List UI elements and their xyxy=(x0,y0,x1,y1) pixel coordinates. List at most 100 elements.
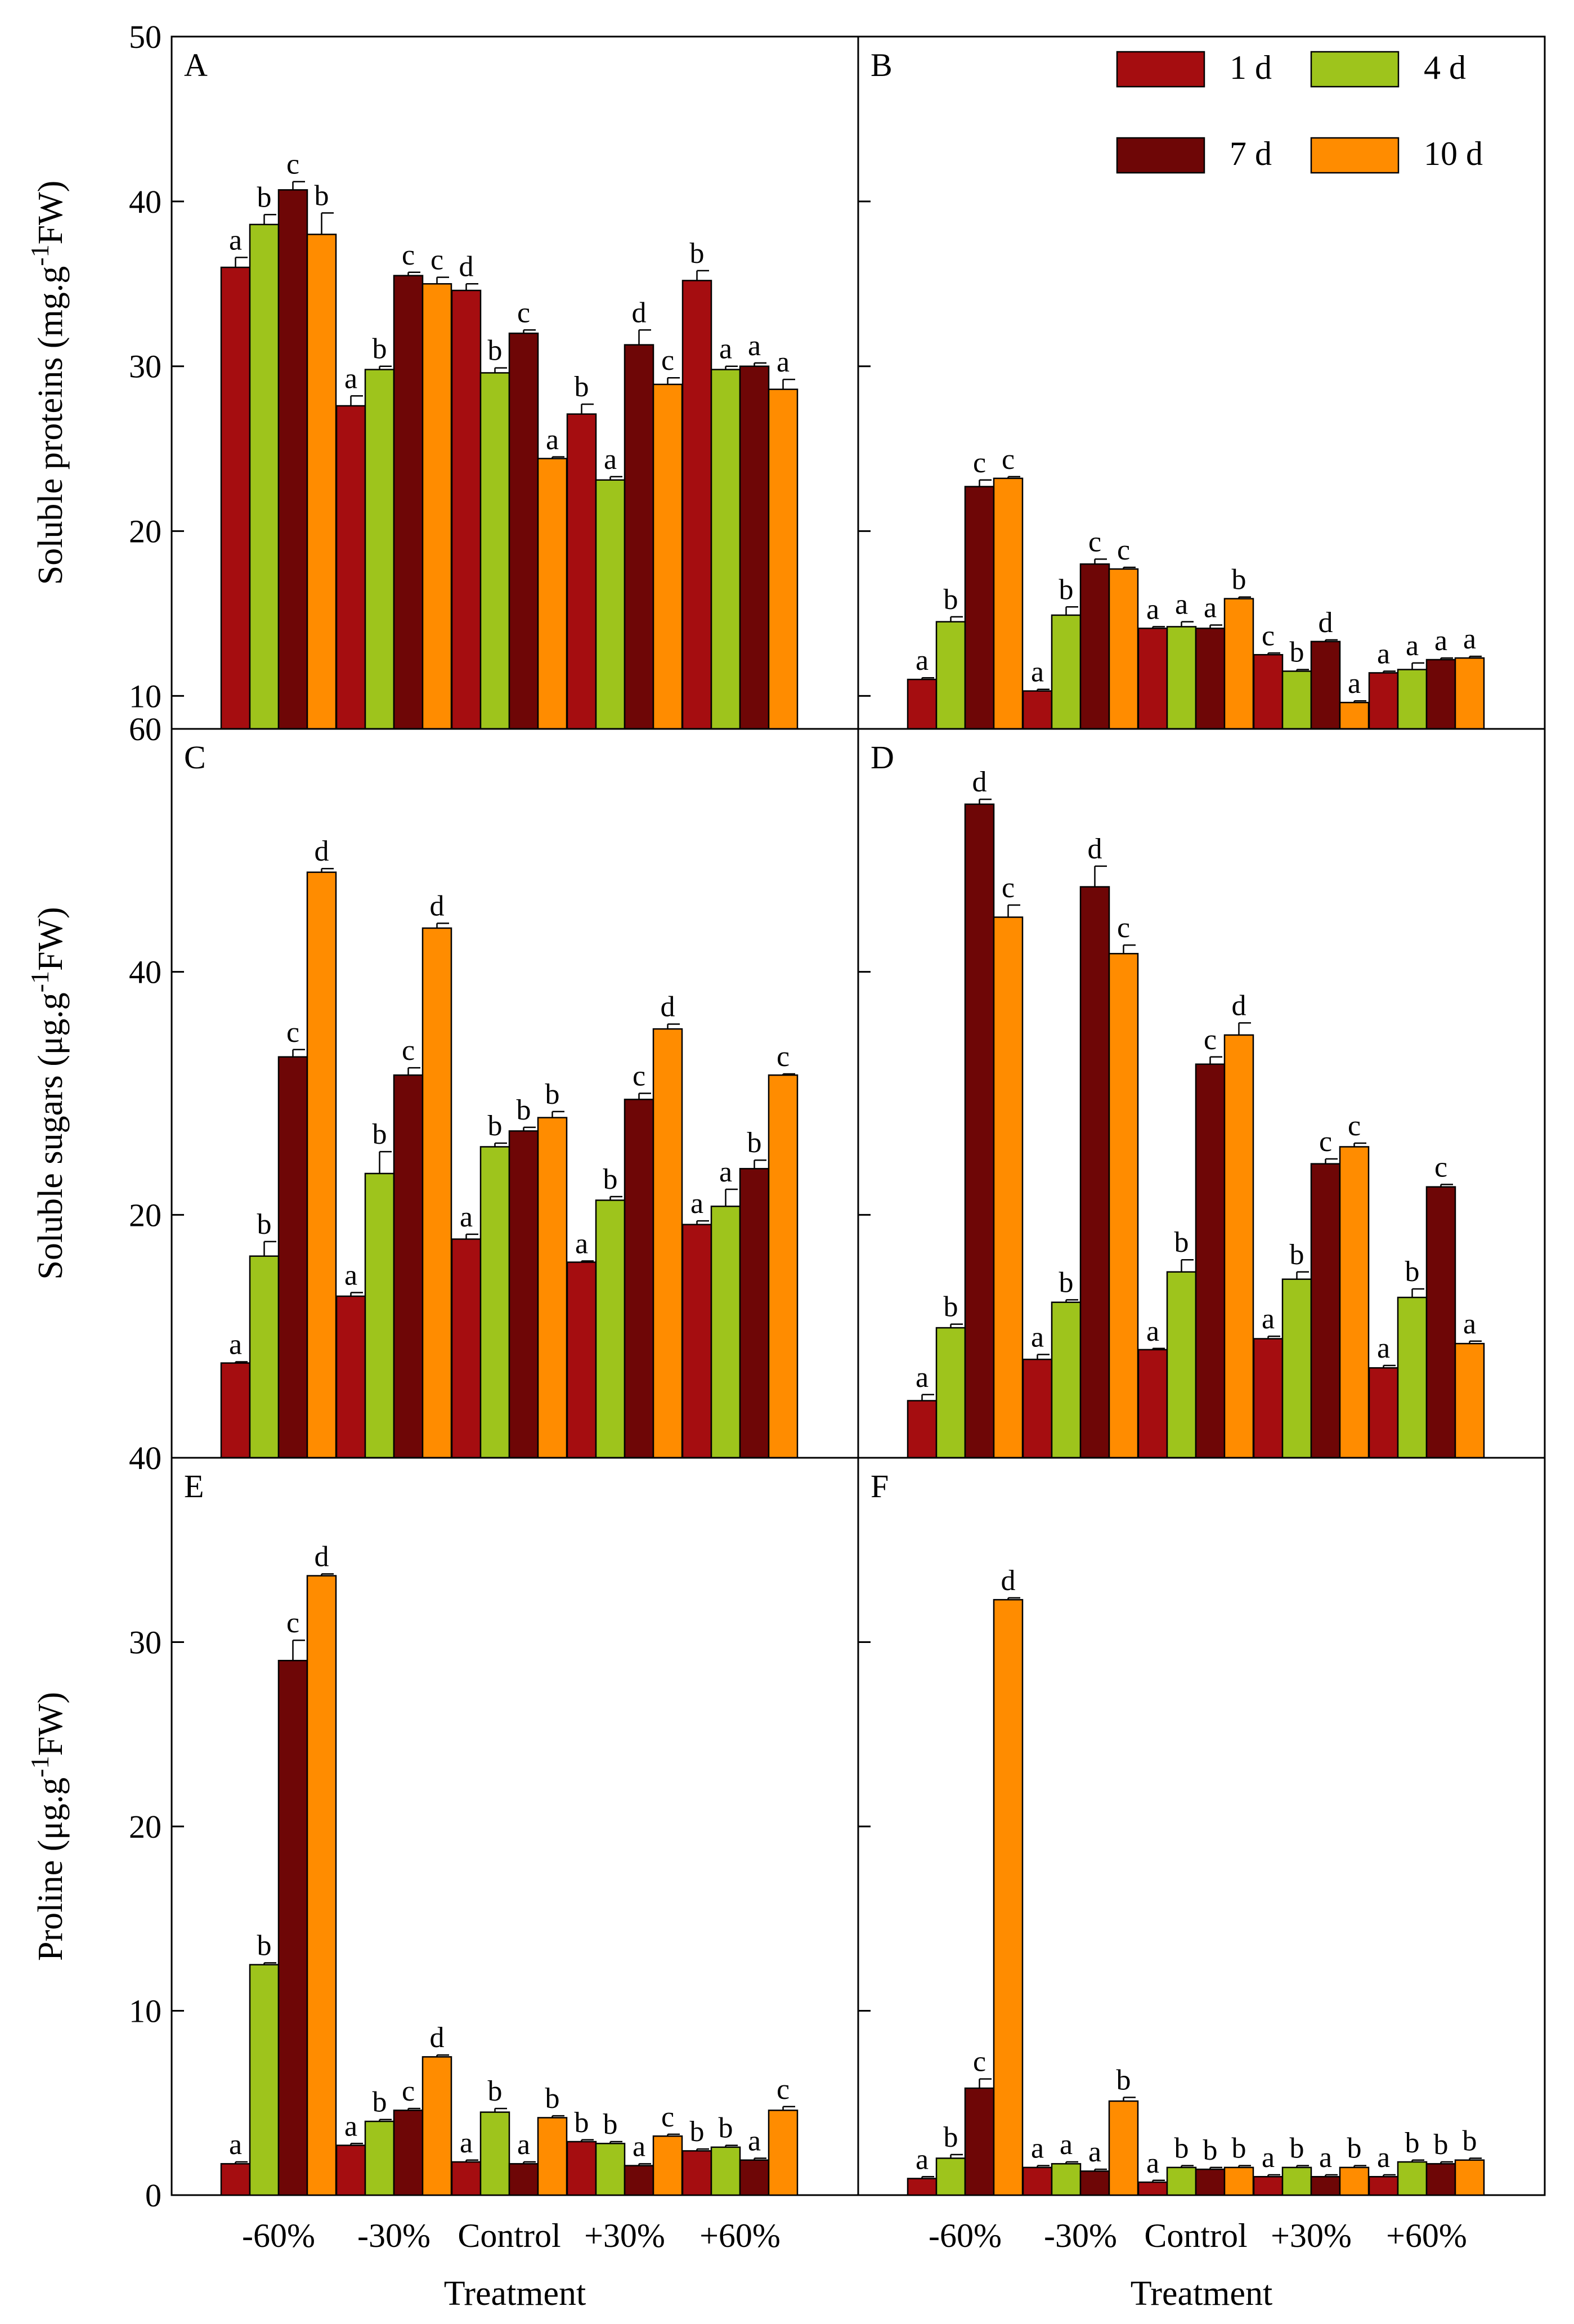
significance-letter: d xyxy=(315,835,329,867)
legend-swatch xyxy=(1310,51,1400,88)
bar xyxy=(739,365,770,730)
significance-letter: c xyxy=(777,1041,790,1073)
bar xyxy=(1281,2166,1312,2196)
y-tick-label: 20 xyxy=(129,1197,162,1233)
significance-letter: d xyxy=(1319,607,1333,639)
y-tick-label: 60 xyxy=(129,711,162,747)
significance-letter: a xyxy=(1146,593,1159,625)
bar xyxy=(508,332,539,730)
significance-letter: a xyxy=(916,2143,929,2175)
bar xyxy=(566,2141,597,2196)
bar xyxy=(964,486,995,730)
significance-letter: a xyxy=(1204,592,1217,624)
bar xyxy=(479,2111,510,2196)
significance-letter: a xyxy=(1031,656,1044,688)
y-tick-label: 40 xyxy=(129,1440,162,1476)
y-tick-label: 30 xyxy=(129,1624,162,1661)
bar xyxy=(220,2163,251,2196)
panel-letter: B xyxy=(871,47,893,83)
bar xyxy=(249,1964,280,2196)
significance-letter: b xyxy=(517,1094,531,1126)
significance-letter: b xyxy=(488,335,503,367)
significance-letter: a xyxy=(633,2130,645,2162)
significance-letter: d xyxy=(632,297,647,329)
bar xyxy=(624,2165,654,2196)
significance-letter: c xyxy=(1088,526,1101,558)
significance-letter: b xyxy=(1059,1266,1074,1298)
bar xyxy=(1166,1271,1197,1459)
bar xyxy=(681,1224,712,1459)
significance-letter: b xyxy=(1290,637,1304,669)
bar xyxy=(537,2117,568,2196)
y-tick-label: 50 xyxy=(129,19,162,55)
bar xyxy=(652,2135,683,2196)
significance-letter: c xyxy=(1117,912,1130,944)
bar xyxy=(335,1295,366,1459)
significance-letter: a xyxy=(229,2129,242,2161)
significance-letter: d xyxy=(661,991,675,1023)
bar xyxy=(1310,641,1341,730)
legend-swatch xyxy=(1116,137,1205,174)
significance-letter: b xyxy=(747,1127,762,1159)
legend-label: 10 d xyxy=(1424,135,1483,172)
significance-letter: c xyxy=(1348,1110,1361,1142)
x-axis-title: Treatment xyxy=(444,2274,586,2313)
significance-letter: b xyxy=(373,1118,387,1150)
bar xyxy=(335,2144,366,2196)
y-axis-title: Soluble proteins (mg.g-1FW) xyxy=(25,181,70,585)
significance-letter: b xyxy=(690,2116,705,2148)
y-axis-title-end: FW) xyxy=(32,1692,70,1756)
significance-letter: b xyxy=(257,1929,272,1962)
significance-letter: b xyxy=(373,2086,387,2119)
bar xyxy=(451,2161,482,2196)
bar xyxy=(1223,598,1254,730)
y-tick-label: 20 xyxy=(129,1808,162,1845)
significance-letter: a xyxy=(1319,2142,1332,2174)
significance-letter: a xyxy=(344,2110,357,2142)
bar xyxy=(364,369,395,730)
bar xyxy=(1454,2159,1485,2196)
significance-letter: b xyxy=(944,1291,958,1323)
significance-letter: a xyxy=(546,424,559,456)
significance-letter: a xyxy=(1031,2133,1044,2165)
bar xyxy=(335,405,366,730)
category-label: -60% xyxy=(929,2217,1002,2254)
y-axis-title-end: FW) xyxy=(32,907,70,971)
significance-letter: b xyxy=(1174,1226,1189,1259)
significance-letter: a xyxy=(1406,630,1419,662)
bar xyxy=(1079,886,1110,1459)
significance-letter: b xyxy=(575,2107,589,2139)
significance-letter: a xyxy=(1262,1303,1275,1335)
bar xyxy=(1223,1034,1254,1459)
legend-swatch xyxy=(1310,137,1400,174)
bar xyxy=(220,1362,251,1459)
x-axis-title: Treatment xyxy=(1131,2274,1273,2313)
significance-letter: b xyxy=(488,1110,503,1142)
significance-letter: d xyxy=(972,766,987,798)
significance-letter: c xyxy=(1204,1024,1217,1056)
category-label: Control xyxy=(1144,2217,1247,2254)
significance-letter: c xyxy=(402,239,415,271)
y-axis-title-main: Soluble sugars (μg.g xyxy=(32,992,70,1279)
bar xyxy=(907,2178,938,2196)
bar xyxy=(277,1056,308,1459)
legend-label: 4 d xyxy=(1424,49,1466,86)
significance-letter: a xyxy=(1146,1315,1159,1347)
significance-letter: a xyxy=(517,2129,530,2161)
significance-letter: b xyxy=(575,371,589,403)
y-axis-title-superscript: -1 xyxy=(25,244,54,266)
bar xyxy=(1195,2168,1226,2196)
significance-letter: a xyxy=(719,333,732,365)
significance-letter: c xyxy=(517,297,530,329)
bar xyxy=(768,2110,799,2196)
bar xyxy=(1166,2166,1197,2196)
bar xyxy=(1397,1296,1428,1459)
significance-letter: c xyxy=(973,447,986,479)
significance-letter: a xyxy=(777,346,790,378)
bar xyxy=(1397,2161,1428,2196)
bar xyxy=(1368,2176,1399,2196)
significance-letter: b xyxy=(545,1078,560,1110)
